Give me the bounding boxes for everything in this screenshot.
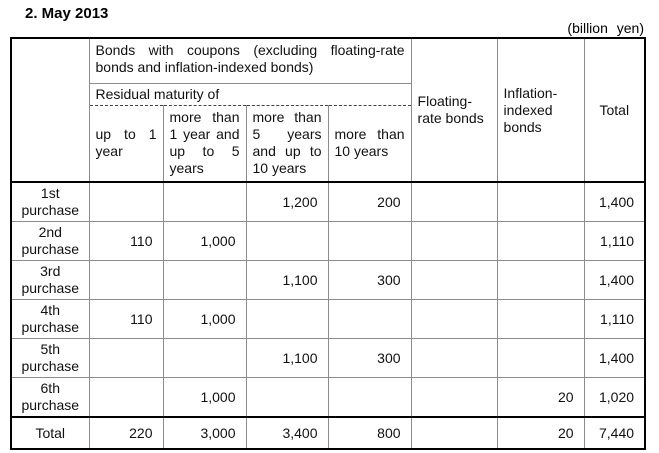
data-cell — [410, 416, 498, 450]
data-cell — [410, 338, 498, 378]
data-cell: 300 — [327, 260, 412, 300]
subgroup-header-residual-maturity: Residual maturity of — [88, 82, 412, 106]
data-cell — [88, 260, 164, 300]
data-cell — [410, 221, 498, 261]
data-cell — [162, 181, 247, 222]
data-cell — [410, 299, 498, 339]
data-cell: 1,400 — [583, 181, 646, 222]
row-label: Total — [10, 416, 90, 450]
data-cell — [88, 338, 164, 378]
data-cell — [410, 377, 498, 418]
table-row-2nd-purchase: 2nd purchase 110 1,000 1,110 — [10, 221, 646, 261]
data-cell — [410, 260, 498, 300]
column-group-header-coupon-bonds: Bonds with coupons (excluding floating-r… — [88, 37, 412, 84]
data-cell: 1,100 — [245, 260, 329, 300]
data-cell — [496, 221, 585, 261]
data-cell: 1,020 — [583, 377, 646, 418]
column-header-floating-rate-bonds: Floating-rate bonds — [410, 37, 498, 183]
row-label: 1st purchase — [10, 181, 90, 222]
unit-note: (billion yen) — [567, 20, 644, 36]
data-cell: 20 — [496, 377, 585, 418]
table-row-1st-purchase: 1st purchase 1,200 200 1,400 — [10, 181, 646, 222]
data-cell — [496, 181, 585, 222]
header-row-group: Bonds with coupons (excluding floating-r… — [10, 37, 646, 183]
column-header-1-to-5-years: more than 1 year and up to 5 years — [162, 105, 247, 183]
data-cell: 1,000 — [162, 221, 247, 261]
row-label: 3rd purchase — [10, 260, 90, 300]
table-row-total: Total 220 3,000 3,400 800 20 7,440 — [10, 416, 646, 450]
data-cell — [327, 377, 412, 418]
table-row-3rd-purchase: 3rd purchase 1,100 300 1,400 — [10, 260, 646, 300]
data-cell: 1,100 — [245, 338, 329, 378]
page-title: 2. May 2013 — [25, 5, 109, 22]
data-cell — [496, 260, 585, 300]
row-label: 5th purchase — [10, 338, 90, 378]
column-header-more-than-10-years: more than 10 years — [327, 105, 412, 183]
data-cell — [327, 221, 412, 261]
data-cell: 3,000 — [162, 416, 247, 450]
table-row-4th-purchase: 4th purchase 110 1,000 1,110 — [10, 299, 646, 339]
data-cell — [162, 260, 247, 300]
data-cell: 1,400 — [583, 260, 646, 300]
data-cell: 1,400 — [583, 338, 646, 378]
data-cell — [245, 377, 329, 418]
data-cell: 1,000 — [162, 299, 247, 339]
column-header-up-to-1-year: up to 1 year — [88, 105, 164, 183]
data-cell — [162, 338, 247, 378]
data-cell: 1,110 — [583, 299, 646, 339]
header-row-maturity-buckets: up to 1 year more than 1 year and up to … — [11, 105, 645, 183]
table-row-5th-purchase: 5th purchase 1,100 300 1,400 — [10, 338, 646, 378]
data-cell: 1,110 — [583, 221, 646, 261]
row-label: 4th purchase — [10, 299, 90, 339]
data-cell — [327, 299, 412, 339]
table-row-6th-purchase: 6th purchase 1,000 20 1,020 — [10, 377, 646, 418]
data-cell — [245, 299, 329, 339]
column-header-inflation-indexed-bonds: Inflation-indexed bonds — [496, 37, 585, 183]
data-cell: 220 — [88, 416, 164, 450]
data-cell: 110 — [88, 299, 164, 339]
column-header-total: Total — [583, 37, 646, 183]
data-cell: 800 — [327, 416, 412, 450]
data-cell — [88, 181, 164, 222]
data-cell: 3,400 — [245, 416, 329, 450]
data-cell — [88, 377, 164, 418]
bond-purchase-table: Bonds with coupons (excluding floating-r… — [10, 37, 647, 450]
data-cell — [496, 338, 585, 378]
data-cell — [245, 221, 329, 261]
data-cell: 200 — [327, 181, 412, 222]
row-label: 6th purchase — [10, 377, 90, 418]
data-cell: 110 — [88, 221, 164, 261]
row-label: 2nd purchase — [10, 221, 90, 261]
data-cell: 300 — [327, 338, 412, 378]
data-cell: 7,440 — [583, 416, 646, 450]
data-cell: 1,200 — [245, 181, 329, 222]
data-cell: 20 — [496, 416, 585, 450]
corner-cell — [10, 37, 90, 183]
column-header-5-to-10-years: more than 5 years and up to 10 years — [245, 105, 329, 183]
data-cell — [496, 299, 585, 339]
data-cell — [410, 181, 498, 222]
header-row-residual-maturity: Residual maturity of — [11, 82, 645, 106]
data-cell: 1,000 — [162, 377, 247, 418]
